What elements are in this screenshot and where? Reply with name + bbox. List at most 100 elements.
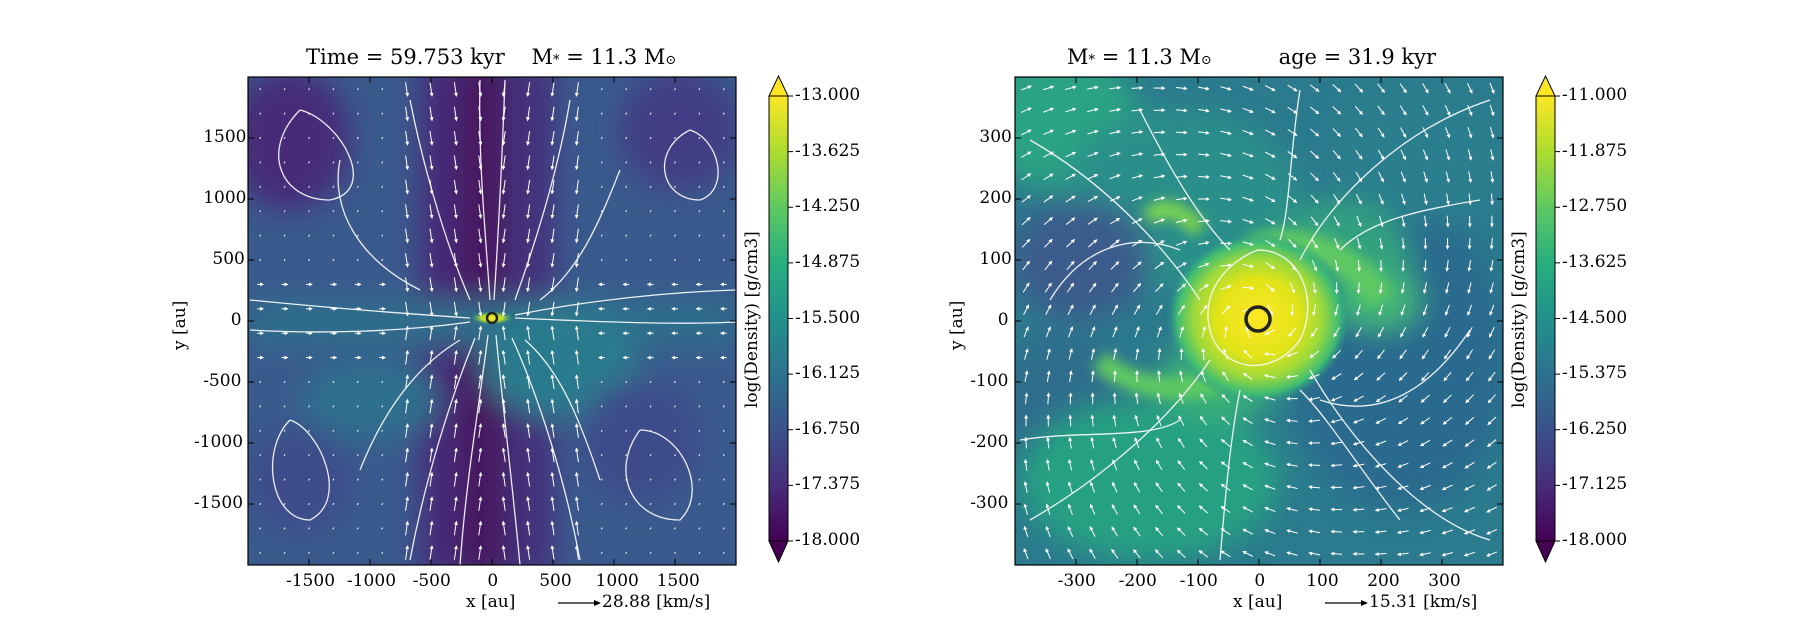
velocity-arrow [356, 454, 359, 457]
velocity-arrow [574, 496, 579, 511]
velocity-arrow [1489, 237, 1494, 250]
velocity-arrow [1423, 171, 1428, 183]
velocity-arrow [356, 551, 359, 554]
velocity-arrow [405, 325, 410, 341]
velocity-arrow [1066, 239, 1076, 248]
velocity-arrow [1045, 326, 1051, 338]
velocity-arrow [501, 228, 506, 244]
velocity-arrow [1133, 282, 1142, 293]
velocity-arrow [1378, 193, 1384, 205]
velocity-arrow [259, 185, 262, 188]
velocity-arrow [526, 520, 531, 536]
velocity-arrow [674, 454, 676, 457]
velocity-arrow [332, 405, 335, 408]
velocity-arrow [1265, 217, 1276, 225]
velocity-arrow [1422, 326, 1429, 338]
panel-1-velocity-arrows [257, 82, 727, 560]
velocity-arrow [259, 380, 262, 384]
velocity-arrow [600, 136, 603, 140]
velocity-arrow [1178, 370, 1183, 382]
panel-2-velocity-key-label: 15.31 [km/s] [1369, 592, 1478, 612]
velocity-arrow [1111, 504, 1118, 515]
velocity-arrow [698, 405, 701, 408]
colorbar-tick-label: -15.375 [1562, 363, 1628, 384]
velocity-arrow [1043, 195, 1054, 203]
velocity-arrow [1023, 503, 1028, 515]
velocity-arrow [1109, 152, 1121, 157]
panel-1-x-axis-label: x [au] [466, 592, 516, 612]
panel-1-streamlines [249, 79, 736, 565]
velocity-arrow [1334, 304, 1339, 317]
velocity-arrow [1357, 260, 1362, 272]
panel-2-title: M* = 11.3 M⊙ age = 31.9 kyr [1067, 45, 1436, 69]
velocity-arrow [1355, 149, 1363, 160]
velocity-arrow [1378, 282, 1383, 294]
panel-1-x-ticks [308, 77, 676, 565]
colorbar-tick-label: -18.000 [1562, 530, 1628, 550]
velocity-arrow [1178, 392, 1184, 404]
velocity-arrow [1490, 149, 1495, 161]
velocity-arrow [478, 496, 483, 511]
velocity-arrow [1156, 437, 1163, 449]
velocity-arrow [1175, 196, 1188, 201]
velocity-arrow [308, 527, 310, 530]
velocity-arrow [1443, 371, 1452, 382]
velocity-arrow [1333, 216, 1340, 227]
velocity-arrow [526, 374, 531, 389]
colorbar-tick-label: -13.625 [795, 140, 861, 161]
velocity-arrow [698, 185, 701, 188]
velocity-arrow [1042, 85, 1055, 91]
velocity-arrow [1175, 218, 1188, 223]
velocity-arrow [698, 380, 701, 384]
velocity-arrow [625, 258, 628, 262]
velocity-arrow [501, 82, 506, 97]
velocity-arrow [1264, 506, 1276, 512]
velocity-arrow [722, 429, 725, 432]
velocity-arrow [600, 185, 603, 188]
x-tick-label: -300 [1057, 571, 1096, 591]
velocity-arrow [1442, 416, 1453, 425]
velocity-arrow [550, 349, 555, 365]
velocity-arrow [674, 478, 676, 481]
velocity-arrow [550, 471, 555, 487]
velocity-arrow [1067, 503, 1073, 515]
velocity-arrow [1112, 436, 1117, 449]
velocity-arrow [1352, 485, 1365, 490]
velocity-arrow [478, 325, 483, 341]
velocity-arrow [550, 228, 555, 244]
velocity-arrow [1330, 529, 1343, 534]
velocity-arrow [453, 155, 458, 171]
velocity-arrow [356, 234, 359, 237]
velocity-arrow [453, 253, 458, 268]
velocity-arrow [1308, 373, 1320, 380]
velocity-arrow [1379, 215, 1384, 228]
velocity-arrow [1065, 151, 1077, 158]
velocity-arrow [1220, 175, 1232, 180]
velocity-arrow [526, 496, 531, 511]
velocity-arrow [1308, 507, 1320, 512]
velocity-arrow [625, 478, 628, 481]
velocity-arrow [1445, 193, 1450, 206]
velocity-arrow [1396, 530, 1409, 535]
velocity-arrow [1155, 304, 1163, 315]
velocity-arrow [1153, 152, 1166, 157]
velocity-arrow [600, 429, 603, 432]
velocity-arrow [356, 88, 359, 91]
velocity-arrow [1089, 282, 1097, 293]
velocity-arrow [308, 258, 310, 262]
velocity-arrow [1264, 462, 1276, 468]
velocity-arrow [600, 88, 603, 91]
velocity-arrow [1308, 529, 1320, 534]
velocity-arrow [1334, 238, 1340, 250]
velocity-arrow [259, 258, 262, 262]
velocity-arrow [722, 527, 725, 530]
velocity-arrow [625, 380, 628, 384]
velocity-arrow [526, 325, 531, 341]
velocity-arrow [1134, 459, 1140, 471]
velocity-arrow [649, 405, 652, 408]
velocity-arrow [1308, 396, 1320, 402]
velocity-arrow [429, 545, 434, 560]
velocity-arrow [1242, 174, 1254, 180]
velocity-arrow [332, 112, 335, 115]
velocity-arrow [1199, 304, 1208, 315]
